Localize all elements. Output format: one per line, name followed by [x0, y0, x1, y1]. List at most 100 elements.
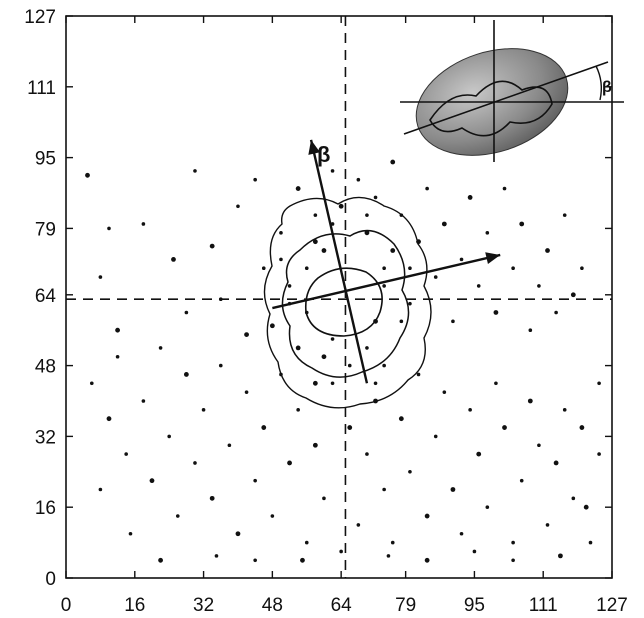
x-tick-label: 16 [124, 595, 145, 616]
scatter-point [425, 186, 429, 191]
x-tick-label: 32 [193, 595, 214, 616]
y-tick-label: 16 [35, 498, 56, 519]
scatter-point [553, 460, 559, 466]
scatter-point [597, 452, 601, 456]
scatter-point [235, 531, 241, 537]
plot-frame [65, 15, 613, 579]
scatter-point [562, 213, 567, 217]
scatter-point [115, 327, 120, 333]
scatter-point [115, 354, 120, 359]
y-tick-label: 111 [27, 78, 56, 99]
scatter-point [106, 416, 112, 422]
scatter-point [236, 204, 240, 209]
scatter-point [279, 257, 283, 262]
x-tick-label: 79 [395, 595, 416, 616]
scatter-point [441, 221, 447, 227]
scatter-point [321, 248, 327, 253]
scatter-point [330, 337, 335, 341]
scatter-point [312, 239, 318, 245]
scatter-point [493, 310, 499, 315]
inset-beta-arc [595, 65, 603, 101]
x-tick-label: 64 [331, 595, 353, 616]
scatter-point [580, 266, 584, 271]
scatter-point [244, 332, 249, 338]
scatter-point [373, 381, 378, 386]
outer-contour [263, 196, 432, 409]
scatter-point [528, 328, 533, 332]
y-tick-label: 64 [35, 286, 57, 307]
scatter-point [209, 495, 215, 501]
scatter-point [390, 248, 396, 253]
scatter-point [502, 425, 507, 430]
scatter-point [304, 266, 309, 271]
scatter-point [339, 549, 343, 554]
scatter-point [270, 514, 275, 518]
inset-tilted-axis [403, 61, 609, 135]
scatter-point [579, 425, 585, 430]
scatter-point [416, 372, 421, 377]
scatter-point [451, 319, 455, 324]
scatter-point [364, 230, 370, 236]
scatter-point [338, 203, 344, 209]
scatter-point [253, 478, 257, 483]
x-tick-label: 0 [61, 595, 72, 616]
y-tick-label: 0 [45, 569, 56, 590]
y-tick-labels: 0 16 32 48 64 79 95 111 127 [24, 7, 56, 590]
scatter-point [511, 266, 515, 271]
transverse-axis-arrow-arrowhead [485, 252, 501, 264]
scatter-point [304, 540, 309, 545]
scatter-point [313, 213, 318, 217]
scatter-point [571, 496, 576, 501]
beta-axis-arrow-arrowhead [308, 139, 321, 155]
scatter-point [201, 408, 206, 412]
y-tick-label: 95 [35, 149, 56, 170]
x-tick-label: 95 [464, 595, 485, 616]
scatter-point [158, 557, 163, 563]
scatter-point [519, 221, 525, 227]
inner-contour [304, 267, 383, 337]
transverse-axis-arrow [272, 253, 501, 310]
scatter-point [261, 425, 267, 430]
scatter-point [399, 319, 404, 324]
scatter-point [545, 523, 550, 527]
y-tick-label: 79 [35, 219, 56, 240]
x-tick-label: 111 [529, 595, 558, 616]
scatter-point [390, 540, 395, 545]
scatter-point [214, 554, 219, 558]
scatter-point [408, 469, 412, 474]
scatter-point [347, 425, 353, 430]
scatter-point [184, 310, 189, 315]
scatter-point [124, 452, 128, 456]
inset-squiggle [429, 80, 553, 137]
scatter-point [365, 346, 369, 350]
scatter-point [398, 416, 404, 422]
scatter-point [347, 363, 352, 368]
scatter-point [128, 531, 133, 536]
scatter-point [253, 177, 257, 182]
scatter-point [545, 248, 550, 253]
scatter-point [365, 213, 369, 217]
beta-axis-arrow [309, 139, 369, 384]
scatter-point [554, 310, 558, 315]
scatter-point [330, 381, 335, 386]
scatter-point [296, 408, 300, 412]
x-tick-label: 48 [262, 595, 283, 616]
scatter-point [295, 345, 301, 351]
scatter-point [193, 461, 197, 465]
scatter-point [442, 390, 447, 394]
scatter-point [408, 266, 412, 271]
scatter-point [312, 442, 318, 448]
scatter-points [85, 159, 601, 563]
scatter-point [209, 243, 215, 249]
y-tick-label: 127 [24, 7, 56, 28]
scatter-point [382, 284, 386, 288]
scatter-point [373, 195, 378, 200]
scatter-point [382, 487, 386, 492]
scatter-point [218, 363, 223, 368]
scatter-point [89, 381, 94, 386]
scatter-point [467, 195, 473, 200]
scatter-point [476, 284, 481, 288]
scatter-point [390, 159, 396, 165]
inset-beta-label: β [602, 79, 612, 96]
